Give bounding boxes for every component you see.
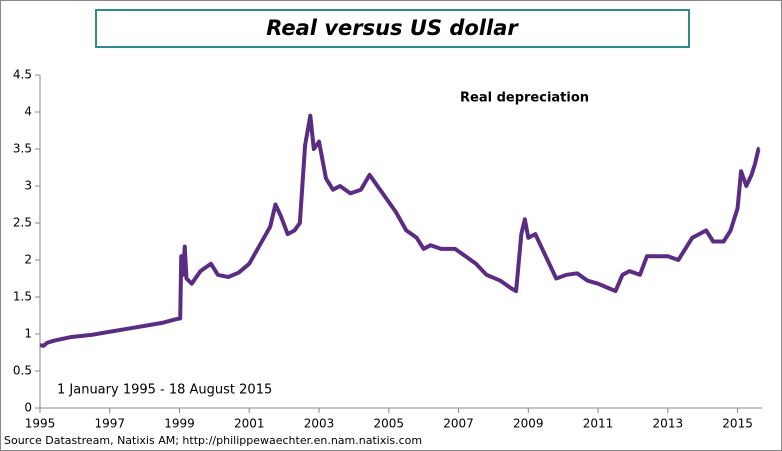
- y-tick-label: 2: [24, 253, 32, 267]
- x-tick-label: 2005: [374, 417, 405, 431]
- source-note: Source Datastream, Natixis AM; http://ph…: [4, 434, 422, 447]
- x-tick-label: 1999: [164, 417, 195, 431]
- annotation: Real depreciation: [460, 91, 589, 106]
- y-tick-label: 1: [24, 327, 32, 341]
- y-tick-label: 4: [24, 105, 32, 119]
- y-tick-label: 0.5: [13, 364, 32, 378]
- y-tick-label: 3: [24, 179, 32, 193]
- x-tick-label: 2001: [234, 417, 265, 431]
- y-tick-label: 0: [24, 401, 32, 415]
- x-tick-label: 2013: [653, 417, 684, 431]
- y-tick-label: 3.5: [13, 142, 32, 156]
- x-tick-label: 1995: [25, 417, 56, 431]
- x-tick-label: 1997: [94, 417, 125, 431]
- y-tick-label: 1.5: [13, 290, 32, 304]
- x-tick-label: 2009: [513, 417, 544, 431]
- x-tick-label: 2011: [583, 417, 614, 431]
- x-tick-label: 2015: [722, 417, 753, 431]
- x-tick-label: 2003: [304, 417, 335, 431]
- chart-title: Real versus US dollar: [266, 16, 519, 40]
- y-tick-label: 4.5: [13, 68, 32, 82]
- y-tick-label: 2.5: [13, 216, 32, 230]
- line-series: [39, 113, 761, 348]
- x-tick-label: 2007: [443, 417, 474, 431]
- title-box: [95, 9, 690, 48]
- annotation: 1 January 1995 - 18 August 2015: [57, 383, 272, 398]
